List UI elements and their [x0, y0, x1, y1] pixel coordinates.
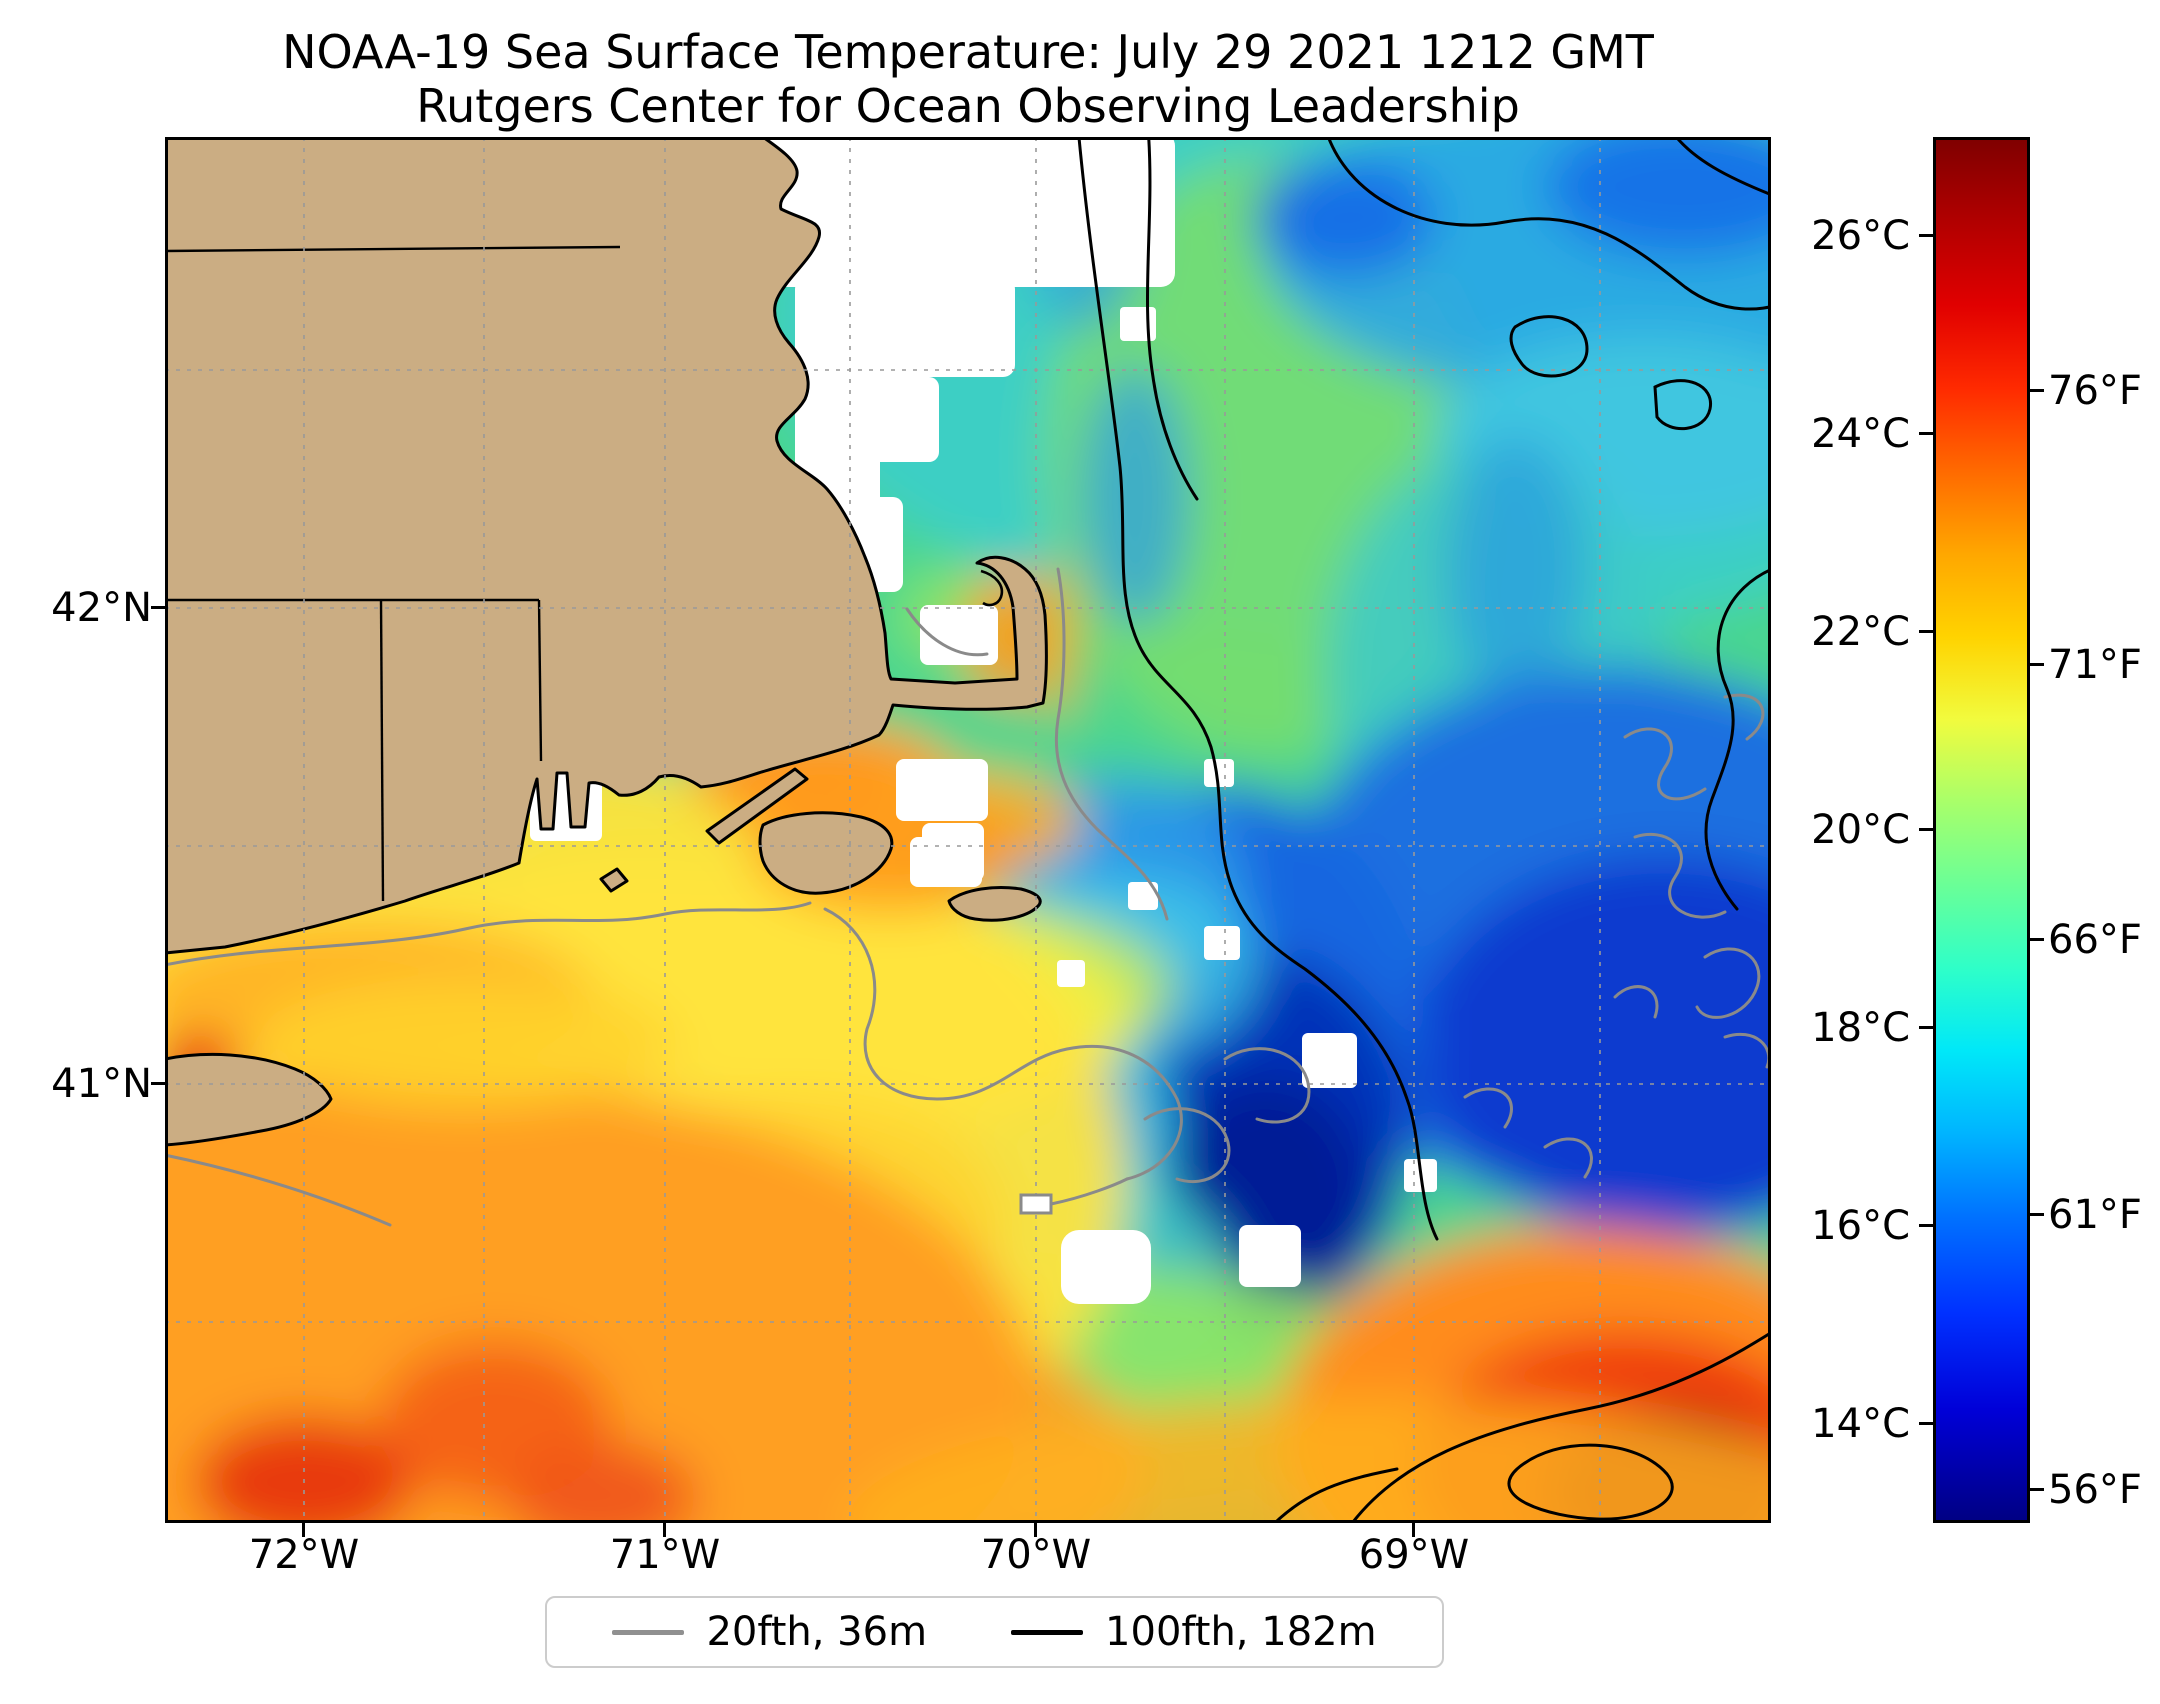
- mainland-new-england: [165, 137, 1048, 955]
- colorbar-f-tick: 71°F: [2048, 642, 2142, 688]
- axes-frame: [165, 137, 1771, 1523]
- colorbar-tick-mark: [2030, 938, 2044, 941]
- colorbar-tick-mark: [2030, 663, 2044, 666]
- colorbar-f-tick: 61°F: [2048, 1192, 2142, 1238]
- colorbar-tick-mark: [2030, 389, 2044, 392]
- legend-label-36m: 20fth, 36m: [706, 1609, 928, 1655]
- colorbar-tick-mark: [1919, 234, 1933, 237]
- colorbar-f-tick: 66°F: [2048, 917, 2142, 963]
- colorbar-c-tick: 16°C: [1811, 1203, 1910, 1249]
- sst-map: [165, 137, 1771, 1523]
- x-tick-mark: [663, 1523, 666, 1537]
- sst-field: [165, 137, 1771, 1523]
- contour-legend: 20fth, 36m 100fth, 182m: [545, 1596, 1444, 1668]
- colorbar-tick-mark: [1919, 1422, 1933, 1425]
- colorbar-c-tick: 26°C: [1811, 213, 1910, 259]
- x-tick-mark: [302, 1523, 305, 1537]
- plot-title: NOAA-19 Sea Surface Temperature: July 29…: [282, 25, 1654, 79]
- colorbar-tick-mark: [1919, 1224, 1933, 1227]
- x-tick-label-71w: 71°W: [609, 1532, 721, 1578]
- colorbar-f-tick: 76°F: [2048, 368, 2142, 414]
- graticule-grid: [165, 137, 1771, 1523]
- elizabeth-islands: [705, 767, 809, 845]
- land-mass: [165, 137, 1048, 1147]
- state-borders: [165, 245, 1004, 902]
- marthas-vineyard: [758, 811, 894, 895]
- nantucket: [947, 886, 1042, 922]
- plot-subtitle: Rutgers Center for Ocean Observing Leade…: [416, 79, 1520, 133]
- colorbar: [1933, 137, 2030, 1523]
- y-tick-label-41n: 41°N: [51, 1061, 152, 1107]
- colorbar-tick-mark: [1919, 828, 1933, 831]
- colorbar-tick-mark: [2030, 1213, 2044, 1216]
- colorbar-c-tick: 24°C: [1811, 411, 1910, 457]
- colorbar-tick-mark: [1919, 432, 1933, 435]
- colorbar-f-tick: 56°F: [2048, 1467, 2142, 1513]
- long-island-tip: [165, 1052, 333, 1147]
- colorbar-c-tick: 14°C: [1811, 1401, 1910, 1447]
- colorbar-c-tick: 22°C: [1811, 609, 1910, 655]
- y-tick-mark: [151, 606, 165, 609]
- colorbar-c-tick: 18°C: [1811, 1005, 1910, 1051]
- provincetown-hook: [980, 569, 1004, 607]
- y-tick-mark: [151, 1082, 165, 1085]
- block-island: [599, 867, 629, 893]
- x-tick-mark: [1412, 1523, 1415, 1537]
- x-tick-label-72w: 72°W: [248, 1532, 360, 1578]
- x-tick-mark: [1034, 1523, 1037, 1537]
- legend-line-182m: [1011, 1629, 1084, 1635]
- colorbar-tick-mark: [1919, 630, 1933, 633]
- colorbar-tick-mark: [2030, 1488, 2044, 1491]
- colorbar-c-tick: 20°C: [1811, 807, 1910, 853]
- y-tick-label-42n: 42°N: [51, 585, 152, 631]
- legend-label-182m: 100fth, 182m: [1105, 1609, 1377, 1655]
- x-tick-label-70w: 70°W: [980, 1532, 1092, 1578]
- isobath-36m-contours: [165, 567, 1771, 1227]
- x-tick-label-69w: 69°W: [1358, 1532, 1470, 1578]
- legend-line-36m: [612, 1629, 685, 1635]
- colorbar-tick-mark: [1919, 1026, 1933, 1029]
